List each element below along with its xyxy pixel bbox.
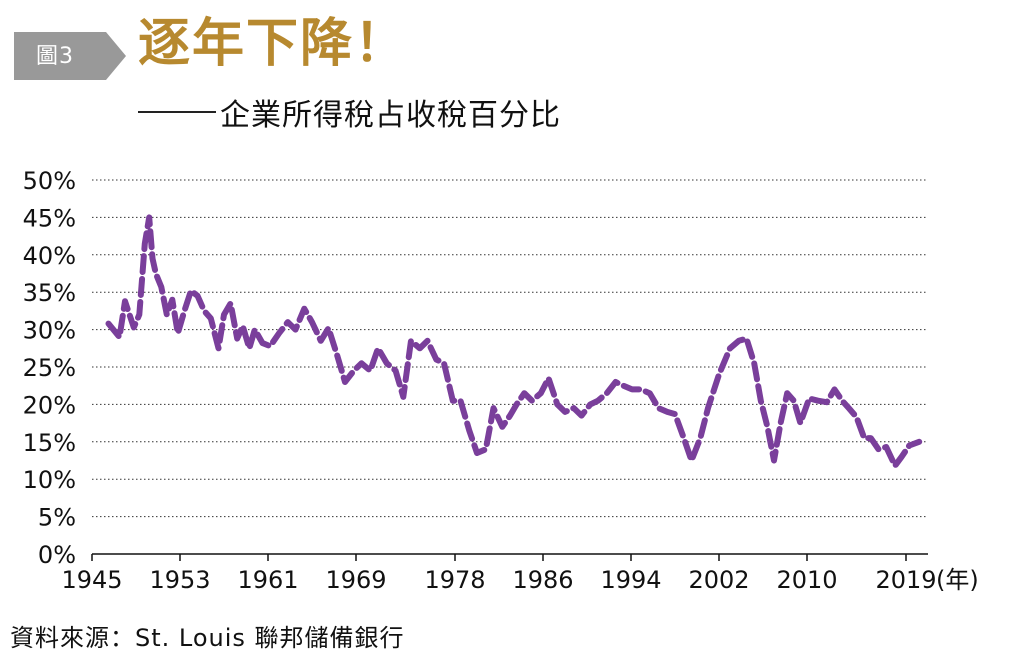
x-axis-unit-label: (年) [936, 566, 979, 594]
figure-badge [14, 32, 126, 80]
y-tick-label: 25% [23, 354, 76, 382]
x-tick-label: 1969 [325, 566, 386, 594]
y-tick-label: 15% [23, 429, 76, 457]
x-tick-label: 1986 [512, 566, 573, 594]
y-tick-label: 35% [23, 279, 76, 307]
y-tick-label: 5% [38, 504, 76, 532]
chart-subtitle-row: 企業所得稅占收稅百分比 [138, 92, 561, 133]
x-tick-label: 1945 [61, 566, 122, 594]
figure-badge-label: 圖3 [36, 44, 74, 69]
badge-arrow-shape [14, 32, 126, 80]
x-tick-label: 1953 [149, 566, 210, 594]
series-line [105, 214, 923, 469]
x-tick-label: 2010 [776, 566, 837, 594]
subtitle-dash-line [138, 111, 216, 113]
y-tick-label: 30% [23, 317, 76, 345]
y-tick-label: 45% [23, 204, 76, 232]
y-tick-label: 50% [23, 167, 76, 195]
source-note: 資料來源：St. Louis 聯邦儲備銀行 [10, 624, 405, 652]
y-tick-label: 0% [38, 541, 76, 569]
y-tick-label: 10% [23, 466, 76, 494]
x-tick-label: 1978 [424, 566, 485, 594]
chart-title: 逐年下降！ [138, 13, 409, 74]
x-tick-label: 1961 [237, 566, 298, 594]
chart-subtitle: 企業所得稅占收稅百分比 [220, 98, 561, 133]
y-tick-label: 20% [23, 391, 76, 419]
line-chart: 0% 5% 10% 15% 20% 25% 30% 35% 40% 45% 50% 1945 1953 1… [23, 167, 979, 594]
x-tick-label: 1994 [600, 566, 661, 594]
x-tick-label: 2002 [688, 566, 749, 594]
y-tick-label: 40% [23, 242, 76, 270]
x-tick-label: 2019 [875, 566, 936, 594]
